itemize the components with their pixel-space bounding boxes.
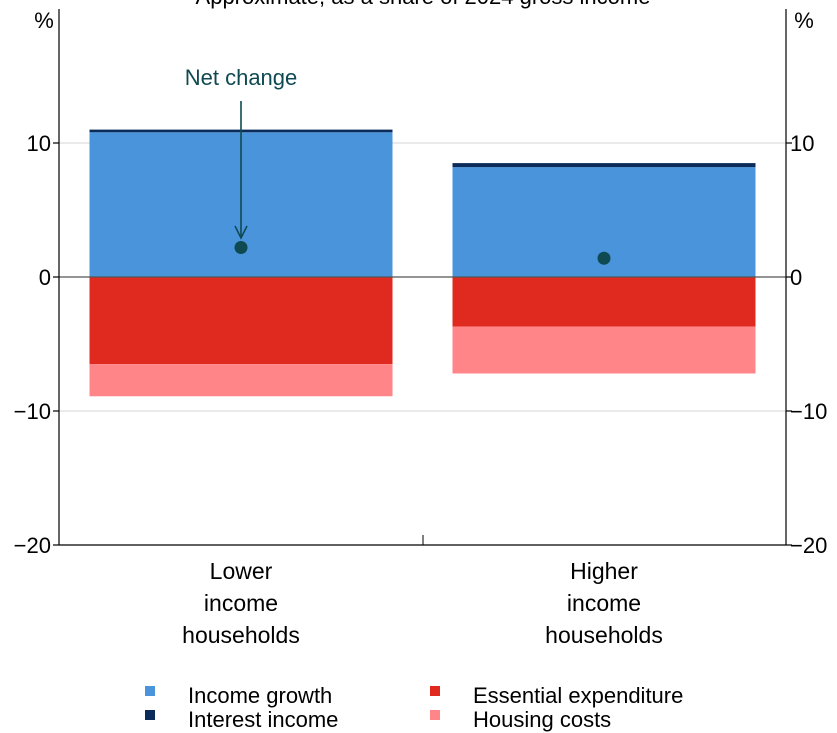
bar-housing-costs-2 [452, 326, 756, 374]
x-axis: Lower income households Higher income househo… [182, 558, 663, 648]
y-axis-left: −20 −10 0 10 [14, 131, 59, 558]
category-label-1-line-3: households [182, 622, 300, 648]
net-change-dot-2 [597, 251, 611, 265]
legend-label-interest-income: Interest income [188, 707, 338, 732]
annotation-net-change-label: Net change [185, 65, 298, 90]
category-label-2-line-3: households [545, 622, 663, 648]
legend-swatch-housing-costs [430, 710, 440, 720]
net-change-markers [234, 241, 611, 265]
bar-essential-expenditure-1 [89, 277, 393, 365]
category-label-2-line-2: income [567, 590, 641, 616]
y-unit-left: % [34, 8, 54, 33]
ytick-label-right--10: −10 [790, 399, 827, 424]
annotation: Net change [185, 65, 298, 240]
ytick-label-right--20: −20 [790, 533, 827, 558]
y-unit-right: % [794, 8, 814, 33]
category-label-1-line-2: income [204, 590, 278, 616]
bar-housing-costs-1 [89, 364, 393, 397]
category-label-2-line-1: Higher [570, 558, 638, 584]
category-label-1-line-1: Lower [210, 558, 273, 584]
legend-swatch-income-growth [145, 686, 155, 696]
legend-label-housing-costs: Housing costs [473, 707, 611, 732]
bar-essential-expenditure-2 [452, 277, 756, 327]
ytick-label-left--20: −20 [14, 533, 51, 558]
ytick-label-left-10: 10 [27, 131, 51, 156]
legend-label-income-growth: Income growth [188, 683, 332, 708]
ytick-label-left-0: 0 [39, 265, 51, 290]
net-change-dot-1 [234, 241, 248, 255]
ytick-label-left--10: −10 [14, 399, 51, 424]
bar-interest-income-2 [452, 163, 756, 168]
y-axis-right: −20 −10 0 10 [786, 131, 827, 558]
ytick-label-right-0: 0 [790, 265, 802, 290]
legend-label-essential-expenditure: Essential expenditure [473, 683, 683, 708]
legend-swatch-interest-income [145, 710, 155, 720]
annotation-arrow-head [234, 225, 248, 240]
chart-subtitle: Approximate, as a share of 2024 gross in… [196, 0, 651, 9]
ytick-label-right-10: 10 [790, 131, 814, 156]
bars [89, 129, 756, 397]
legend-swatch-essential-expenditure [430, 686, 440, 696]
